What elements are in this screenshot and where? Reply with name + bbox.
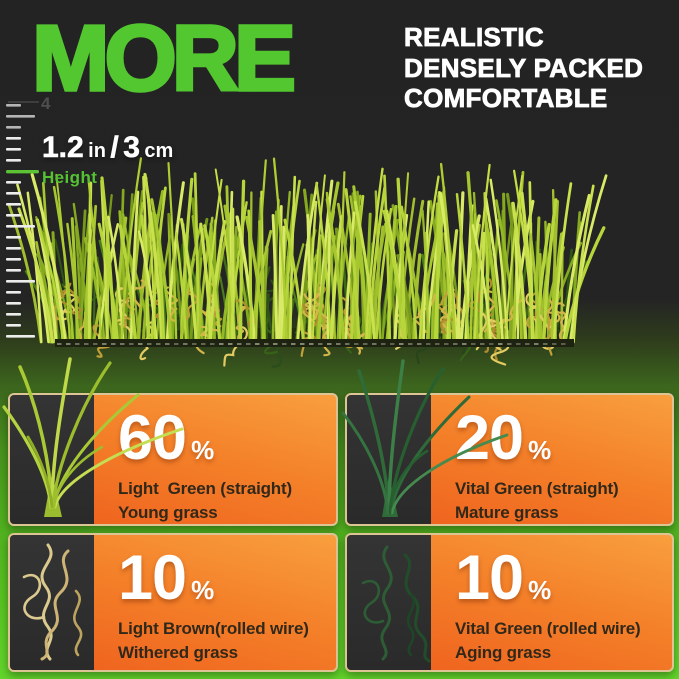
percent-value: 10% bbox=[455, 547, 666, 610]
percent-number: 20 bbox=[455, 403, 524, 473]
feature-comfortable: COMFORTABLE bbox=[404, 83, 608, 114]
percent-value: 10% bbox=[118, 547, 330, 610]
fiber-type-label: Vital Green (rolled wire) bbox=[455, 619, 641, 638]
fiber-card-withered-grass: 10% Light Brown(rolled wire) Withered gr… bbox=[8, 533, 338, 672]
percent-value: 20% bbox=[455, 407, 666, 470]
fiber-card-young-grass: 60% Light Green (straight) Young grass bbox=[2, 357, 338, 526]
height-label: Height bbox=[42, 168, 98, 187]
percent-number: 10 bbox=[118, 543, 187, 613]
fiber-type-label: Light Green (straight) bbox=[118, 479, 292, 498]
height-inch-unit: in bbox=[88, 140, 106, 162]
light-brown-rolled-wire-icon bbox=[22, 543, 83, 661]
pile-height-measurement: 1.2 in / 3 cm Height bbox=[42, 131, 174, 188]
fiber-card-mature-grass: 20% Vital Green (straight) Mature grass bbox=[341, 359, 674, 526]
percent-number: 10 bbox=[455, 543, 524, 613]
fiber-desc-label: Aging grass bbox=[455, 642, 552, 662]
vital-green-rolled-wire-icon bbox=[361, 545, 431, 663]
feature-list: REALISTIC DENSELY PACKED COMFORTABLE bbox=[404, 22, 644, 114]
fiber-card-aging-grass: 10% Vital Green (rolled wire) Aging gras… bbox=[345, 533, 674, 672]
percent-sign: % bbox=[191, 435, 215, 465]
percent-sign: % bbox=[528, 435, 552, 465]
fiber-desc-label: Mature grass bbox=[455, 502, 559, 522]
fiber-desc-label: Young grass bbox=[118, 502, 218, 522]
percent-sign: % bbox=[528, 575, 552, 605]
light-green-straight-grass-icon bbox=[2, 357, 184, 517]
feature-densely-packed: DENSELY PACKED bbox=[404, 52, 644, 83]
height-slash: / bbox=[110, 131, 119, 165]
fiber-type-label: Vital Green (straight) bbox=[455, 479, 619, 498]
feature-realistic: REALISTIC bbox=[404, 22, 544, 53]
height-cm-unit: cm bbox=[144, 140, 174, 162]
vital-green-straight-grass-icon bbox=[341, 359, 509, 517]
page-title: MORE bbox=[30, 6, 298, 110]
card-text: 10% Vital Green (rolled wire) Aging gras… bbox=[455, 547, 666, 665]
height-cm: 3 bbox=[123, 131, 140, 165]
card-text: 10% Light Brown(rolled wire) Withered gr… bbox=[118, 547, 330, 665]
fiber-type-label: Light Brown(rolled wire) bbox=[118, 619, 309, 638]
card-text: 20% Vital Green (straight) Mature grass bbox=[455, 407, 666, 525]
height-value: 1.2 in / 3 cm bbox=[42, 131, 174, 165]
height-inches: 1.2 bbox=[42, 131, 84, 165]
fiber-desc-label: Withered grass bbox=[118, 642, 238, 662]
percent-sign: % bbox=[191, 575, 215, 605]
